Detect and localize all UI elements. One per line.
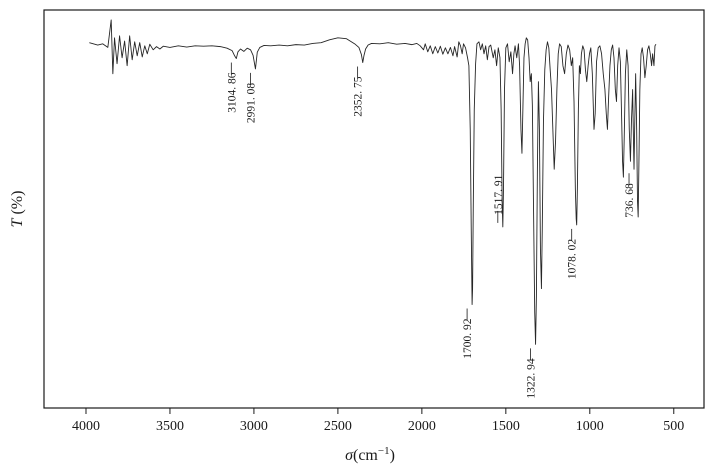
peak-annotation: 2991. 08 bbox=[245, 72, 257, 124]
peak-annotation: 1517. 91 bbox=[493, 174, 505, 223]
y-axis-symbol: T bbox=[9, 217, 26, 227]
peak-label: 2991. 08 bbox=[245, 83, 257, 124]
y-axis-unit: (%) bbox=[9, 191, 26, 219]
x-tick-label: 3000 bbox=[240, 419, 268, 434]
x-tick-label: 2500 bbox=[324, 419, 352, 434]
x-axis-title: σ(cm−1) bbox=[345, 445, 395, 464]
x-axis-tick-labels: 4000 3500 3000 2500 2000 1500 1000 500 bbox=[72, 419, 684, 434]
peak-annotation: 1078. 02 bbox=[567, 228, 579, 279]
peak-annotation: 2352. 75 bbox=[353, 66, 365, 117]
peak-annotation: 1322. 94 bbox=[526, 348, 538, 399]
spectrum-line bbox=[89, 19, 657, 345]
plot-frame bbox=[43, 9, 705, 409]
y-axis-title: T (%) bbox=[9, 191, 26, 228]
x-axis-ticks bbox=[85, 408, 675, 414]
x-tick-label: 3500 bbox=[156, 419, 184, 434]
peak-annotation: 736. 68 bbox=[624, 173, 636, 218]
x-tick-label: 2000 bbox=[408, 419, 436, 434]
peak-label: 1322. 94 bbox=[526, 358, 538, 399]
peak-label: 736. 68 bbox=[624, 183, 636, 218]
x-axis-unit-close: ) bbox=[390, 447, 395, 464]
peak-label: 1078. 02 bbox=[567, 239, 579, 279]
x-axis-unit: (cm bbox=[353, 447, 378, 464]
peak-label: 1700. 92 bbox=[462, 318, 474, 359]
x-tick-label: 4000 bbox=[72, 419, 100, 434]
peak-annotation: 3104. 86 bbox=[226, 62, 238, 113]
x-tick-label: 1000 bbox=[576, 419, 604, 434]
x-axis-exponent: −1 bbox=[378, 445, 390, 457]
x-tick-label: 1500 bbox=[492, 419, 520, 434]
x-axis-symbol: σ bbox=[345, 447, 354, 464]
peak-label: 2352. 75 bbox=[353, 76, 365, 117]
peak-label: 3104. 86 bbox=[226, 72, 238, 113]
peak-annotations: 3104. 86 2991. 08 2352. 75 1700. 92 1517. 91… bbox=[226, 62, 636, 399]
peak-label: 1517. 91 bbox=[493, 174, 505, 215]
x-tick-label: 500 bbox=[663, 419, 684, 434]
peak-annotation: 1700. 92 bbox=[462, 308, 474, 359]
